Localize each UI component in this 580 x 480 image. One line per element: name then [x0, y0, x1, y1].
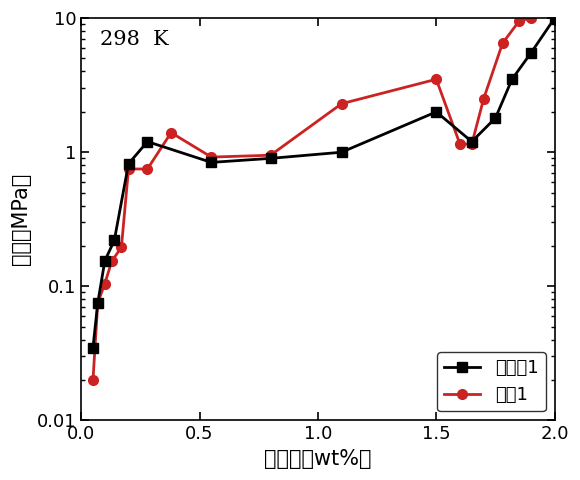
实施例1	[208, 159, 215, 165]
实施例1	[492, 115, 499, 121]
实施例1	[338, 149, 345, 155]
实施例1	[468, 139, 475, 144]
对比1	[168, 130, 175, 135]
实施例1	[551, 15, 558, 21]
X-axis label: 氢含量（wt%）: 氢含量（wt%）	[264, 449, 372, 469]
Legend: 实施例1, 对比1: 实施例1, 对比1	[437, 352, 546, 411]
对比1	[267, 152, 274, 158]
对比1	[89, 377, 96, 383]
对比1	[118, 245, 125, 251]
实施例1	[89, 345, 96, 350]
对比1	[516, 18, 523, 24]
对比1	[468, 141, 475, 147]
对比1	[456, 141, 463, 147]
对比1	[102, 281, 108, 287]
对比1	[108, 258, 115, 264]
实施例1	[509, 76, 516, 82]
Y-axis label: 压力（MPa）: 压力（MPa）	[11, 173, 31, 265]
对比1	[144, 166, 151, 172]
实施例1	[267, 156, 274, 161]
对比1	[208, 154, 215, 160]
对比1	[433, 76, 440, 82]
Text: 298  K: 298 K	[100, 30, 169, 49]
实施例1	[94, 300, 101, 306]
对比1	[499, 40, 506, 46]
对比1	[527, 15, 534, 21]
实施例1	[111, 238, 118, 243]
实施例1	[125, 161, 132, 167]
对比1	[125, 166, 132, 172]
对比1	[338, 101, 345, 107]
对比1	[94, 300, 101, 306]
实施例1	[527, 50, 534, 56]
实施例1	[433, 109, 440, 115]
实施例1	[102, 258, 108, 264]
实施例1	[144, 139, 151, 144]
对比1	[480, 96, 487, 102]
Line: 对比1: 对比1	[88, 13, 536, 385]
Line: 实施例1: 实施例1	[88, 13, 560, 352]
